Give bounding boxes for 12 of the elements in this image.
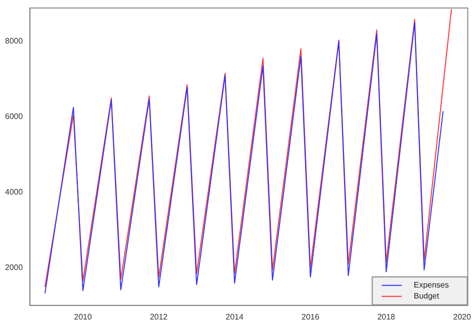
x-tick-label: 2016: [301, 312, 320, 322]
legend-label: Expenses: [414, 280, 449, 290]
y-tick-label: 8000: [5, 36, 24, 46]
y-tick-label: 2000: [5, 263, 24, 272]
legend-label: Budget: [414, 292, 440, 301]
x-tick-label: 2020: [453, 312, 472, 322]
x-tick-label: 2014: [226, 312, 244, 322]
x-tick-label: 2018: [377, 312, 396, 322]
x-tick-label: 2010: [74, 312, 92, 322]
y-tick-label: 4000: [5, 188, 24, 197]
x-tick-label: 2012: [150, 312, 168, 322]
y-tick-label: 6000: [5, 112, 24, 122]
